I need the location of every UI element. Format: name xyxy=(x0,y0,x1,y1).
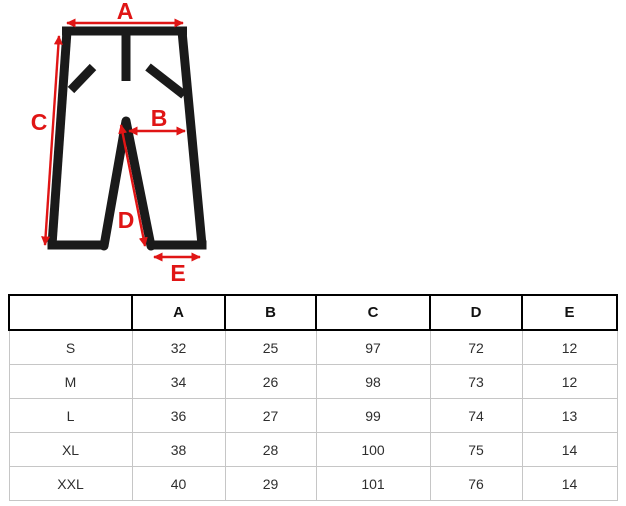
value-cell-c: 97 xyxy=(315,329,431,365)
pants-measurement-diagram: A C B D E xyxy=(0,0,313,290)
measurement-arrows xyxy=(41,18,201,262)
pants-diagram-svg: A C B D E xyxy=(31,0,207,286)
value-cell-d: 74 xyxy=(429,398,523,433)
value-cell-e: 14 xyxy=(521,432,618,467)
measurement-label-e: E xyxy=(170,260,185,286)
measurement-label-d: D xyxy=(118,207,135,233)
table-row-l: L 36 27 99 74 13 xyxy=(8,398,618,433)
value-cell-a: 32 xyxy=(131,329,226,365)
pants-left-outer-edge xyxy=(47,30,72,246)
table-row-xxl: XXL 40 29 101 76 14 xyxy=(8,466,618,501)
value-cell-b: 28 xyxy=(224,432,317,467)
value-cell-c: 99 xyxy=(315,398,431,433)
size-chart-table: A B C D E S 32 25 97 72 12 M 34 26 98 73 xyxy=(8,294,618,501)
measurement-label-c: C xyxy=(31,109,48,135)
size-table-body: S 32 25 97 72 12 M 34 26 98 73 12 L 36 2… xyxy=(8,329,618,501)
value-cell-d: 73 xyxy=(429,364,523,399)
value-cell-b: 26 xyxy=(224,364,317,399)
value-cell-e: 12 xyxy=(521,329,618,365)
table-row-m: M 34 26 98 73 12 xyxy=(8,364,618,399)
value-cell-e: 13 xyxy=(521,398,618,433)
column-header-d: D xyxy=(429,294,523,331)
value-cell-c: 100 xyxy=(315,432,431,467)
header-row: A B C D E xyxy=(8,294,618,331)
value-cell-b: 29 xyxy=(224,466,317,501)
column-header-c: C xyxy=(315,294,431,331)
value-cell-a: 40 xyxy=(131,466,226,501)
size-table-header: A B C D E xyxy=(8,294,618,331)
table-row-xl: XL 38 28 100 75 14 xyxy=(8,432,618,467)
size-cell: S xyxy=(8,329,133,365)
value-cell-a: 36 xyxy=(131,398,226,433)
value-cell-c: 98 xyxy=(315,364,431,399)
value-cell-d: 72 xyxy=(429,329,523,365)
column-header-size xyxy=(8,294,133,331)
value-cell-e: 14 xyxy=(521,466,618,501)
size-cell: XL xyxy=(8,432,133,467)
size-cell: XXL xyxy=(8,466,133,501)
pants-right-pocket-line xyxy=(145,63,187,99)
size-cell: L xyxy=(8,398,133,433)
value-cell-b: 25 xyxy=(224,329,317,365)
size-cell: M xyxy=(8,364,133,399)
column-header-b: B xyxy=(224,294,317,331)
pants-left-pocket-line xyxy=(67,63,97,94)
pants-right-outer-edge xyxy=(177,30,207,246)
measurement-arrow-d xyxy=(118,124,148,247)
measurement-arrow-c xyxy=(41,35,63,246)
value-cell-e: 12 xyxy=(521,364,618,399)
measurement-labels: A C B D E xyxy=(31,0,186,286)
value-cell-d: 76 xyxy=(429,466,523,501)
value-cell-d: 75 xyxy=(429,432,523,467)
value-cell-b: 27 xyxy=(224,398,317,433)
value-cell-c: 101 xyxy=(315,466,431,501)
value-cell-a: 38 xyxy=(131,432,226,467)
measurement-label-a: A xyxy=(117,0,134,24)
table-row-s: S 32 25 97 72 12 xyxy=(8,329,618,365)
measurement-label-b: B xyxy=(151,105,168,131)
column-header-e: E xyxy=(521,294,618,331)
value-cell-a: 34 xyxy=(131,364,226,399)
column-header-a: A xyxy=(131,294,226,331)
